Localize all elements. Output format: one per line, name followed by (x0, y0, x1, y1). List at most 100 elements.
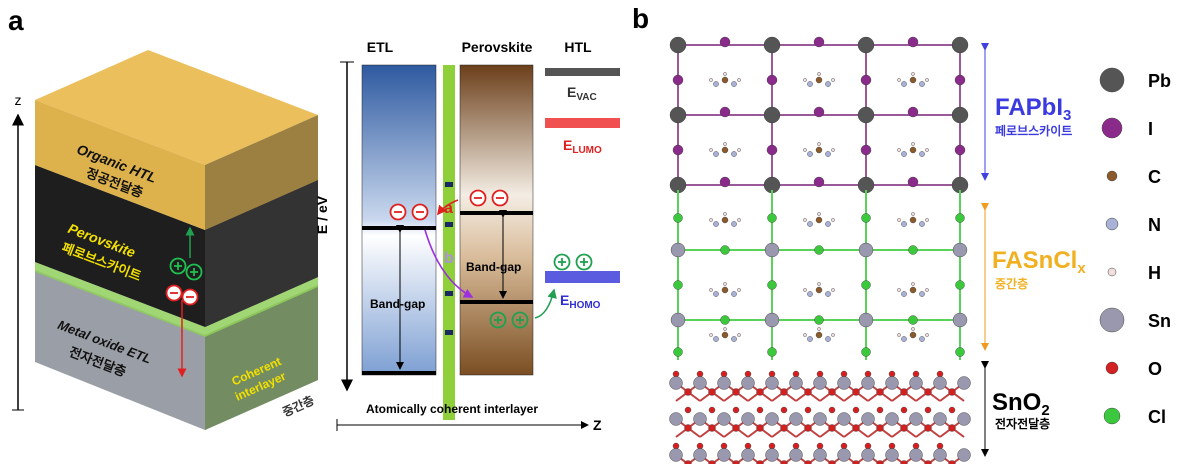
atom (780, 388, 788, 396)
atom (817, 212, 821, 216)
atom (723, 212, 727, 216)
atom (721, 76, 729, 84)
atom (876, 388, 884, 396)
atom (764, 242, 780, 258)
panel-label: a (8, 5, 24, 36)
atom (831, 333, 835, 337)
atom (684, 388, 692, 396)
atom (717, 412, 731, 426)
atom (948, 388, 956, 396)
atom (731, 151, 737, 157)
atom (951, 106, 969, 124)
hole (575, 253, 593, 271)
atom (813, 412, 827, 426)
hole (511, 311, 529, 329)
atom (684, 424, 692, 432)
atom (720, 370, 728, 378)
hole (489, 311, 507, 329)
atom (723, 327, 727, 331)
atom (909, 146, 917, 154)
atom (737, 288, 741, 292)
atom (708, 406, 716, 414)
atom (925, 288, 929, 292)
atom (837, 448, 851, 462)
fasncl-main: FASnCl (992, 247, 1077, 274)
atom (789, 412, 803, 426)
perovskite-band (459, 64, 534, 376)
atom (669, 448, 683, 462)
atom (763, 106, 781, 124)
z-label: z (15, 92, 22, 108)
atom (897, 148, 901, 152)
atom (954, 74, 966, 86)
atom (900, 424, 908, 432)
atom (908, 315, 918, 325)
atom (954, 144, 966, 156)
atom (933, 448, 947, 462)
atom (719, 176, 731, 188)
legend-label: Sn (1148, 311, 1171, 331)
atom (814, 245, 824, 255)
atom (957, 448, 971, 462)
legend: Pb I C N H Sn O Cl (1099, 67, 1171, 427)
atom (907, 36, 919, 48)
path-a-label: a (444, 200, 453, 217)
atom (756, 406, 764, 414)
atom (901, 81, 907, 87)
atom (911, 282, 915, 286)
atom (737, 78, 741, 82)
atom (861, 347, 871, 357)
atom (900, 406, 908, 414)
atom (876, 424, 884, 432)
state (445, 222, 453, 227)
atom (713, 151, 719, 157)
atom (817, 327, 821, 331)
atom (901, 151, 907, 157)
atom (858, 242, 874, 258)
atom (669, 106, 687, 124)
atom (909, 448, 923, 462)
atom (925, 148, 929, 152)
atom (720, 442, 728, 450)
atom (951, 36, 969, 54)
path-b (424, 229, 474, 298)
atom (911, 212, 915, 216)
fapbi-sub: 3 (1063, 107, 1071, 124)
fasncl-label: FASnClx (992, 247, 1086, 277)
atom (864, 442, 872, 450)
atom (807, 221, 813, 227)
atom (924, 424, 932, 432)
atom (955, 213, 965, 223)
atom (673, 213, 683, 223)
atom (816, 370, 824, 378)
state (445, 182, 453, 187)
atom (907, 176, 919, 188)
interlayer-caption: Atomically coherent interlayer (366, 402, 538, 416)
atom (919, 81, 925, 87)
atom (817, 72, 821, 76)
atom (909, 216, 917, 224)
atom (912, 442, 920, 450)
atom (766, 144, 778, 156)
structure: b FAPbI3 페로브스카이트 FASnClx 중간층 SnO2 전자전달층 … (632, 3, 1171, 469)
atom (888, 370, 896, 378)
atom (669, 36, 687, 54)
hole (169, 257, 187, 275)
atom (684, 406, 692, 414)
atom (737, 218, 741, 222)
legend-swatch (1101, 117, 1123, 139)
atom (813, 176, 825, 188)
atom (672, 144, 684, 156)
atom (825, 291, 831, 297)
atom (840, 442, 848, 450)
atom (765, 376, 779, 390)
atom (803, 78, 807, 82)
atom (901, 221, 907, 227)
lumo-level (545, 118, 620, 128)
atom (924, 406, 932, 414)
atom (925, 333, 929, 337)
atom (766, 74, 778, 86)
atom (815, 76, 823, 84)
atom (721, 331, 729, 339)
homo-label: EHOMO (560, 292, 601, 311)
